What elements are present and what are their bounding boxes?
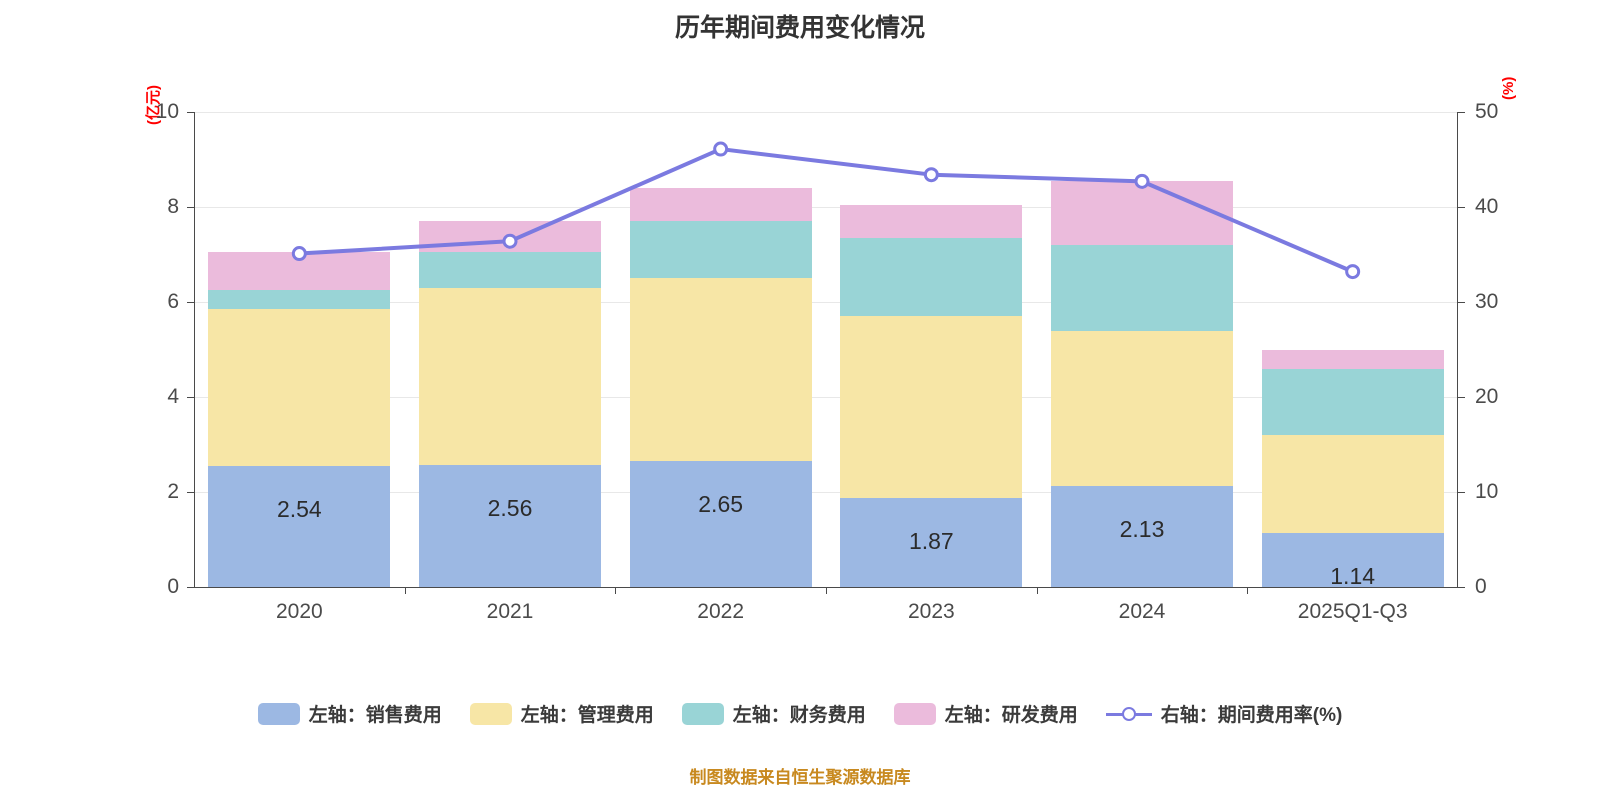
bar-segment[interactable]: [1051, 180, 1233, 245]
bar-segment[interactable]: [1261, 532, 1444, 587]
bar-segment[interactable]: [1051, 245, 1233, 331]
bar-segment[interactable]: [208, 466, 391, 587]
legend-color-swatch: [681, 702, 724, 725]
gridline: [194, 397, 1458, 398]
legend-label: 右轴：期间费用率(%): [1160, 705, 1343, 726]
bar-segment[interactable]: [419, 221, 601, 253]
x-axis-label: 2025Q1-Q3: [1297, 600, 1408, 623]
chart-legend: 左轴：销售费用 左轴：管理费用 左轴：财务费用 左轴：研发费用 右轴：期间费用率(%): [0, 700, 1600, 727]
legend-color-swatch: [893, 702, 936, 725]
bar-segment[interactable]: [840, 498, 1023, 587]
legend-item[interactable]: 左轴：销售费用: [257, 700, 442, 727]
left-axis-line: [194, 112, 195, 587]
bar-stack[interactable]: 2.56: [419, 112, 601, 587]
bar-stack[interactable]: 1.87: [840, 112, 1023, 587]
bar-stack[interactable]: 2.54: [208, 112, 391, 587]
bar-value-label: 2.56: [487, 495, 533, 522]
left-tick-label: 2: [167, 480, 179, 503]
bar-stack[interactable]: 2.13: [1051, 112, 1233, 587]
gridline: [194, 302, 1458, 303]
x-axis-label: 2024: [1118, 600, 1166, 623]
bar-segment[interactable]: [1261, 435, 1444, 533]
left-tick-mark: [187, 302, 194, 303]
left-tick-label: 0: [167, 575, 179, 598]
legend-color-swatch: [257, 702, 300, 725]
legend-item[interactable]: 左轴：财务费用: [681, 700, 866, 727]
right-tick-label: 0: [1475, 575, 1487, 598]
legend-line-marker-icon: [1105, 703, 1152, 725]
bar-value-label: 2.13: [1119, 515, 1165, 542]
x-axis-label: 2021: [486, 600, 534, 623]
x-axis-label: 2023: [907, 600, 955, 623]
bar-stack[interactable]: 1.14: [1261, 112, 1444, 589]
x-tick-mark: [615, 587, 617, 594]
bar-segment[interactable]: [1051, 485, 1233, 587]
bar-segment[interactable]: [208, 252, 391, 291]
right-tick-mark: [1458, 587, 1465, 588]
legend-item[interactable]: 右轴：期间费用率(%): [1105, 700, 1343, 727]
bar-segment[interactable]: [629, 188, 812, 222]
right-tick-mark: [1458, 112, 1465, 113]
left-tick-label: 8: [167, 195, 179, 218]
bar-segment[interactable]: [419, 465, 601, 587]
bar-value-label: 2.65: [698, 491, 744, 518]
bar-segment[interactable]: [208, 309, 391, 467]
left-tick-mark: [187, 492, 194, 493]
left-tick-label: 6: [167, 290, 179, 313]
bar-value-label: 1.14: [1330, 562, 1376, 589]
gridline: [194, 112, 1458, 113]
bar-segment[interactable]: [629, 221, 812, 279]
x-axis-label: 2020: [275, 600, 323, 623]
legend-color-swatch: [469, 702, 512, 725]
bar-stack[interactable]: 2.65: [629, 112, 812, 587]
x-tick-mark: [1036, 587, 1038, 594]
legend-item[interactable]: 左轴：研发费用: [893, 700, 1078, 727]
right-tick-mark: [1458, 207, 1465, 208]
x-tick-mark: [404, 587, 406, 594]
legend-label: 左轴：销售费用: [308, 705, 442, 726]
right-tick-label: 10: [1475, 480, 1499, 503]
bar-value-label: 1.87: [908, 528, 954, 555]
left-tick-label: 10: [155, 100, 179, 123]
right-tick-mark: [1458, 397, 1465, 398]
right-tick-label: 40: [1475, 195, 1499, 218]
left-tick-label: 4: [167, 385, 179, 408]
left-tick-mark: [187, 397, 194, 398]
bar-segment[interactable]: [840, 316, 1023, 499]
bar-value-label: 2.54: [276, 496, 322, 523]
right-tick-label: 50: [1475, 100, 1499, 123]
legend-label: 左轴：财务费用: [732, 705, 866, 726]
right-axis-line: [1457, 112, 1458, 587]
page-title: 历年期间费用变化情况: [674, 14, 925, 42]
right-tick-label: 30: [1475, 290, 1499, 313]
bar-segment[interactable]: [629, 461, 812, 587]
right-tick-label: 20: [1475, 385, 1499, 408]
left-tick-mark: [187, 587, 194, 588]
right-tick-mark: [1458, 492, 1465, 493]
bar-segment[interactable]: [840, 237, 1023, 317]
bar-segment[interactable]: [1261, 368, 1444, 435]
legend-item[interactable]: 左轴：管理费用: [469, 700, 654, 727]
bar-segment[interactable]: [208, 290, 391, 310]
bar-segment[interactable]: [419, 287, 601, 466]
legend-label: 左轴：研发费用: [944, 705, 1078, 726]
right-axis-unit: (%): [1500, 76, 1517, 100]
data-source-note: 制图数据来自恒生聚源数据库: [689, 768, 911, 787]
left-tick-mark: [187, 207, 194, 208]
x-axis-label: 2022: [697, 600, 745, 623]
bar-segment[interactable]: [419, 252, 601, 288]
bar-segment[interactable]: [840, 204, 1023, 238]
chart-plot-area: 2.54 2.56 2.65 1.87 2.13 1.14: [187, 112, 1465, 589]
bar-segment[interactable]: [1261, 349, 1444, 369]
legend-line-dot-icon: [1121, 706, 1136, 721]
x-tick-mark: [1247, 587, 1249, 594]
x-tick-mark: [826, 587, 827, 594]
bar-segment[interactable]: [629, 278, 812, 462]
legend-label: 左轴：管理费用: [520, 705, 654, 726]
left-tick-mark: [187, 112, 194, 113]
right-tick-mark: [1458, 302, 1465, 303]
bar-segment[interactable]: [1051, 330, 1233, 486]
gridline: [194, 492, 1458, 493]
